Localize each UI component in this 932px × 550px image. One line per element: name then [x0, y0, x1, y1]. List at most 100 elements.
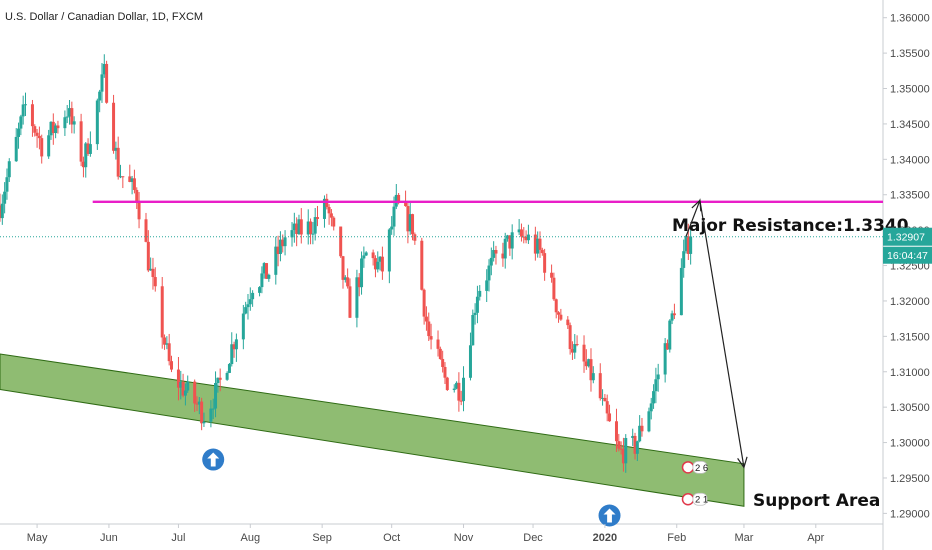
candle	[663, 338, 667, 383]
candle	[160, 276, 164, 349]
candle-body	[471, 315, 475, 346]
up-arrow-icon[interactable]	[598, 504, 621, 527]
event-flag-icon[interactable]: 2 6	[681, 460, 709, 474]
candle	[278, 231, 282, 262]
candle-body	[86, 143, 90, 154]
candle	[411, 213, 415, 241]
candle-body	[179, 382, 183, 388]
candle-body	[151, 268, 155, 278]
candle-body	[283, 237, 287, 247]
candle	[244, 301, 248, 315]
candle-body	[445, 377, 449, 390]
candle	[274, 236, 278, 285]
candle-body	[559, 314, 563, 320]
candle-body	[452, 388, 456, 390]
candle-body	[457, 382, 461, 401]
candle-body	[276, 246, 280, 255]
candle	[582, 335, 586, 373]
candle-body	[631, 435, 635, 439]
candle-body	[251, 292, 255, 300]
candle	[19, 114, 23, 136]
candle-body	[234, 339, 238, 350]
candle	[306, 209, 310, 245]
x-tick-label: May	[27, 532, 48, 544]
candle-body	[608, 413, 612, 422]
candle-body	[568, 325, 572, 350]
candle-body	[455, 382, 459, 389]
y-tick-label: 1.30500	[890, 402, 930, 414]
candle	[230, 332, 234, 367]
candle-body	[438, 348, 442, 359]
candle-body	[341, 256, 345, 280]
candle	[33, 124, 37, 137]
candle	[390, 216, 394, 235]
candle	[468, 332, 472, 381]
candle-body	[624, 438, 628, 464]
candle	[98, 89, 102, 113]
y-tick-label: 1.33500	[890, 190, 930, 202]
candle	[144, 212, 148, 243]
candle	[457, 372, 461, 412]
candle	[49, 121, 53, 140]
time-axis[interactable]: May Jun Jul Aug Sep Oct Nov Dec 2020 Feb Mar Apr	[27, 524, 825, 544]
candle-body	[200, 401, 204, 424]
candle-body	[19, 116, 23, 129]
candle	[214, 371, 218, 418]
candle	[614, 408, 618, 452]
price-axis[interactable]: 1.36000 1.35500 1.35000 1.34500 1.34000 1.335…	[883, 13, 932, 521]
candle-body	[281, 239, 285, 247]
candle-body	[225, 372, 229, 380]
candle	[357, 273, 361, 297]
candle-body	[186, 381, 190, 391]
candle	[195, 396, 199, 412]
candle-body	[306, 221, 310, 235]
candle	[290, 222, 294, 247]
event-flag-icon[interactable]: 2 1	[681, 492, 709, 506]
candle	[297, 214, 301, 235]
candle-body	[144, 219, 148, 242]
candle-body	[309, 221, 313, 235]
candle	[380, 246, 384, 280]
candle	[202, 412, 206, 427]
up-arrow-icon[interactable]	[202, 448, 225, 471]
candle-body	[299, 219, 303, 235]
candle	[181, 373, 185, 398]
candle-body	[313, 217, 317, 234]
candle	[364, 251, 368, 257]
candle-body	[468, 345, 472, 378]
candle	[251, 290, 255, 307]
candle-body	[65, 116, 69, 118]
candle	[137, 191, 141, 229]
candle	[438, 346, 442, 360]
candle-body	[278, 239, 282, 255]
candle	[424, 306, 428, 331]
x-tick-label: Apr	[807, 532, 824, 544]
candle-body	[132, 178, 136, 190]
candle	[30, 99, 34, 137]
candle	[387, 228, 391, 284]
candle	[276, 235, 280, 267]
candle-body	[510, 232, 514, 249]
candle	[540, 247, 544, 256]
candle-body	[392, 206, 396, 227]
candle	[568, 322, 572, 355]
candle-body	[119, 176, 123, 178]
candle	[313, 208, 317, 241]
candle	[538, 231, 542, 258]
y-tick-label: 1.34500	[890, 119, 930, 131]
candle-body	[265, 263, 269, 279]
candle-body	[176, 369, 180, 388]
candle	[362, 246, 366, 268]
candle	[218, 368, 222, 392]
candle	[672, 303, 676, 320]
candle-body	[663, 343, 667, 375]
candle	[519, 223, 523, 242]
candle	[225, 371, 229, 381]
candle-body	[619, 448, 623, 450]
candle-body	[536, 238, 540, 254]
candle-body	[652, 391, 656, 404]
candle-body	[79, 121, 83, 162]
candle	[265, 263, 269, 279]
candle-body	[130, 178, 134, 182]
